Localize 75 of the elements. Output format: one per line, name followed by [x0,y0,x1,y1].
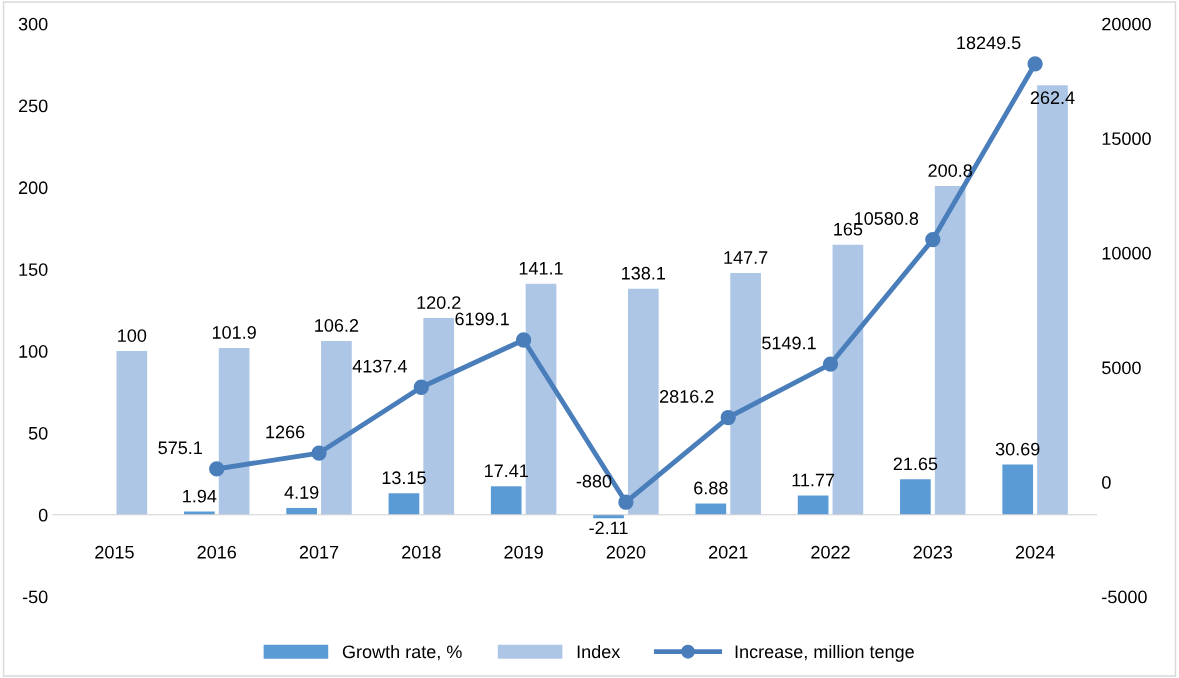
x-tick-label: 2020 [606,545,646,559]
point [311,445,327,461]
bar [900,479,931,515]
y2-tick-label: 10000 [1102,246,1151,260]
bar [695,503,727,515]
y2-tick-label: 15000 [1102,132,1151,146]
data-label: 1266 [266,425,305,439]
data-label: 18249.5 [957,36,1021,50]
data-label: -880 [576,474,612,488]
legend-label: Index [577,644,621,659]
data-label: 17.41 [485,464,528,477]
x-tick-label: 2023 [913,545,953,559]
y-tick-label: -50 [22,590,48,604]
data-label: 262.4 [1030,91,1075,105]
data-label: 4137.4 [352,359,407,373]
legend-label: Growth rate, % [342,644,462,661]
data-label: 1.94 [183,489,217,503]
point [925,231,941,248]
y-tick-label: 150 [19,263,48,276]
y2-tick-label: 0 [1102,475,1111,489]
y2-tick-label: -5000 [1102,590,1147,604]
y2-tick-label: 20000 [1102,17,1151,31]
point [413,379,429,395]
data-label: 5149.1 [762,336,816,350]
y2-tick-label: 5000 [1102,361,1141,375]
data-label: 141.1 [519,262,563,275]
point [515,332,532,348]
data-label: 575.1 [158,441,202,455]
y-tick-label: 300 [18,17,48,31]
x-tick-label: 2024 [1015,545,1055,559]
bar [490,486,522,515]
bar [218,348,250,515]
data-label: 100 [118,329,147,342]
data-label: 21.65 [893,457,938,471]
x-tick-label: 2021 [709,545,748,559]
point [822,356,839,372]
data-label: 10580.8 [855,212,919,225]
data-label: 147.7 [724,251,768,264]
data-label: 120.2 [417,296,461,309]
x-tick-label: 2017 [299,545,339,559]
point [1027,56,1043,72]
x-tick-label: 2022 [811,545,850,559]
y-tick-label: 250 [18,99,48,113]
y-tick-label: 0 [38,508,48,522]
data-label: 4.19 [284,486,319,499]
data-label: 106.2 [315,319,359,332]
bar [797,495,829,515]
y-tick-label: 50 [28,426,48,440]
bar [1002,464,1034,515]
x-tick-label: 2018 [402,545,441,559]
data-label: 2816.2 [660,390,714,403]
data-label: 6199.1 [455,312,509,326]
data-label: 138.1 [622,266,666,280]
data-label: 6.88 [694,481,728,495]
x-tick-label: 2019 [504,545,543,559]
y-tick-label: 200 [18,181,48,195]
data-label: -2.11 [589,521,628,535]
x-tick-label: 2015 [95,545,134,559]
bar [116,351,148,515]
bar [730,273,761,515]
y-tick-label: 100 [19,345,48,358]
data-label: 30.69 [995,442,1040,456]
point [209,461,225,477]
point [720,409,736,426]
x-tick-label: 2016 [197,545,237,559]
bar [388,493,420,515]
data-label: 200.8 [928,164,972,177]
bar [832,244,864,515]
data-label: 101.9 [212,326,256,339]
data-label: 13.15 [382,471,426,485]
data-label: 11.77 [792,473,835,487]
bar [321,340,352,515]
bar [627,288,659,515]
point [618,494,634,510]
legend-label: Increase, million tenge [735,644,914,662]
